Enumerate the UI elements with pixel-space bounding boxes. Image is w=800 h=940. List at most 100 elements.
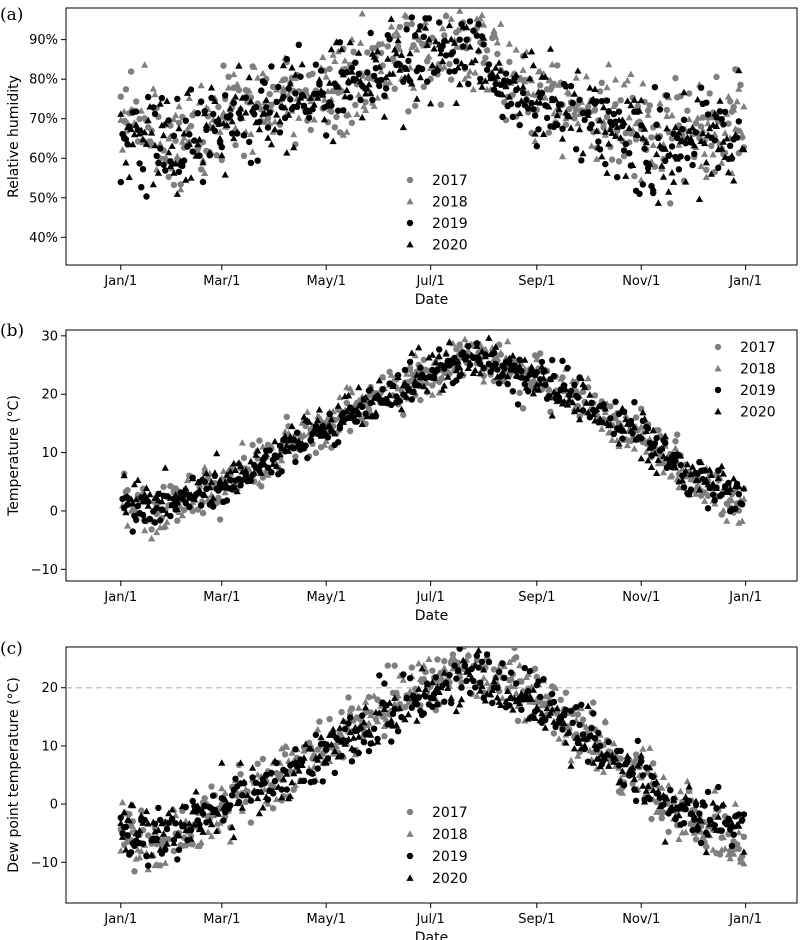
- data-point-2017: [437, 101, 445, 108]
- scatter-points: [117, 8, 748, 207]
- data-point-2019: [557, 386, 564, 393]
- data-point-2019: [559, 726, 566, 733]
- data-point-2019: [641, 145, 648, 152]
- data-point-2020: [576, 739, 584, 746]
- data-point-2018: [709, 150, 717, 158]
- data-point-2019: [509, 113, 516, 121]
- data-point-2019: [670, 130, 677, 137]
- data-point-2019: [617, 747, 624, 755]
- data-point-2020: [719, 138, 727, 145]
- data-point-2020: [433, 65, 442, 72]
- data-point-2020: [118, 833, 127, 840]
- data-point-2020: [163, 97, 171, 104]
- data-point-2020: [154, 826, 162, 833]
- data-point-2017: [208, 783, 215, 790]
- data-point-2020: [233, 487, 241, 495]
- data-point-2019: [480, 41, 487, 48]
- data-point-2019: [449, 49, 457, 56]
- data-point-2020: [237, 759, 245, 766]
- data-point-2017: [631, 172, 638, 180]
- data-point-2017: [269, 83, 277, 91]
- data-point-2018: [183, 125, 192, 132]
- data-point-2019: [341, 725, 349, 733]
- legend-marker-2018: [406, 197, 414, 205]
- data-point-2019: [187, 827, 195, 834]
- x-tick-label: Jul/1: [415, 912, 444, 927]
- data-point-2020: [427, 99, 435, 107]
- data-point-2018: [704, 119, 712, 127]
- data-point-2019: [210, 503, 217, 510]
- data-point-2020: [492, 673, 500, 681]
- data-point-2020: [623, 97, 632, 104]
- data-point-2019: [549, 356, 556, 364]
- data-point-2020: [536, 379, 544, 387]
- data-point-2020: [447, 35, 455, 43]
- data-point-2020: [564, 401, 572, 408]
- data-point-2020: [534, 386, 543, 393]
- data-point-2019: [381, 92, 388, 99]
- data-point-2018: [233, 80, 241, 88]
- data-point-2017: [703, 166, 710, 173]
- data-point-2018: [653, 808, 661, 815]
- data-point-2020: [694, 821, 702, 829]
- data-point-2017: [490, 666, 498, 673]
- data-point-2020: [350, 76, 358, 84]
- data-point-2018: [403, 13, 411, 20]
- data-point-2018: [291, 781, 299, 788]
- data-point-2020: [288, 64, 296, 71]
- data-point-2018: [161, 859, 169, 866]
- data-point-2018: [148, 534, 156, 542]
- data-point-2019: [465, 343, 472, 350]
- data-point-2018: [379, 373, 387, 381]
- data-point-2020: [529, 61, 537, 69]
- data-point-2020: [694, 476, 702, 484]
- data-point-2019: [175, 168, 183, 175]
- data-point-2019: [473, 652, 481, 659]
- data-point-2020: [487, 690, 495, 698]
- data-point-2020: [319, 421, 327, 429]
- data-point-2020: [689, 463, 697, 470]
- data-point-2020: [463, 668, 471, 675]
- data-point-2019: [210, 110, 217, 118]
- data-point-2020: [521, 51, 529, 58]
- data-point-2018: [435, 389, 443, 396]
- data-point-2020: [718, 145, 726, 152]
- data-point-2019: [328, 102, 335, 109]
- data-point-2020: [558, 710, 567, 717]
- data-point-2020: [618, 404, 626, 412]
- data-point-2020: [704, 831, 712, 838]
- data-point-2019: [651, 84, 659, 91]
- data-point-2020: [392, 49, 400, 57]
- data-point-2017: [240, 454, 248, 462]
- data-point-2018: [552, 684, 560, 691]
- data-point-2020: [339, 717, 347, 724]
- data-point-2018: [512, 46, 520, 53]
- data-point-2020: [468, 351, 476, 359]
- data-point-2020: [702, 158, 710, 166]
- data-point-2019: [552, 723, 559, 730]
- data-point-2018: [440, 63, 448, 70]
- data-point-2017: [292, 453, 299, 460]
- data-point-2020: [452, 707, 460, 715]
- data-point-2020: [588, 731, 596, 738]
- data-point-2018: [370, 692, 378, 699]
- data-point-2020: [646, 444, 654, 451]
- data-point-2019: [543, 114, 551, 122]
- data-point-2020: [658, 444, 666, 452]
- data-point-2018: [394, 31, 402, 38]
- data-point-2018: [538, 701, 546, 709]
- data-point-2020: [603, 169, 611, 176]
- data-point-2020: [209, 494, 217, 501]
- data-point-2020: [719, 800, 727, 808]
- data-point-2020: [430, 45, 438, 52]
- data-point-2017: [617, 97, 624, 104]
- data-point-2020: [355, 733, 363, 740]
- data-point-2019: [352, 59, 359, 66]
- data-point-2018: [702, 173, 710, 180]
- data-point-2018: [466, 67, 474, 75]
- data-point-2020: [637, 96, 645, 104]
- data-point-2020: [421, 24, 430, 31]
- data-point-2017: [254, 760, 261, 767]
- data-point-2018: [404, 699, 412, 706]
- data-point-2020: [550, 718, 558, 725]
